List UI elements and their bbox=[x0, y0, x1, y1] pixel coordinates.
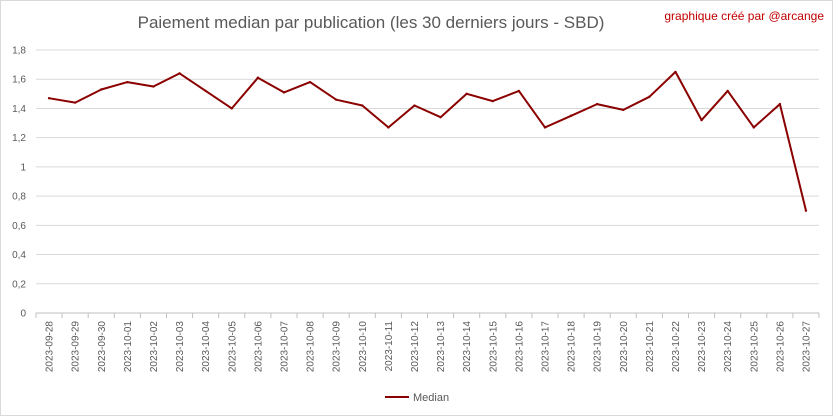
data-point bbox=[361, 104, 364, 107]
data-point bbox=[126, 80, 129, 84]
y-tick-label: 0,6 bbox=[12, 221, 26, 232]
y-tick-label: 1,8 bbox=[12, 46, 26, 57]
x-tick-label: 2023-10-27 bbox=[801, 321, 812, 373]
x-tick-label: 2023-10-09 bbox=[332, 321, 343, 373]
y-tick-label: 0,4 bbox=[12, 250, 26, 261]
x-tick-label: 2023-10-19 bbox=[593, 321, 604, 373]
data-point bbox=[465, 92, 468, 96]
data-point bbox=[308, 80, 312, 84]
x-tick-label: 2023-10-18 bbox=[567, 321, 578, 373]
data-point bbox=[595, 102, 599, 106]
data-point bbox=[230, 107, 233, 110]
x-tick-label: 2023-10-26 bbox=[775, 321, 786, 373]
y-tick-label: 1,2 bbox=[12, 133, 26, 144]
x-tick-label: 2023-10-13 bbox=[436, 321, 447, 373]
data-point bbox=[517, 89, 521, 93]
x-tick-label: 2023-10-22 bbox=[671, 321, 682, 373]
data-point bbox=[100, 88, 103, 91]
legend-label: Median bbox=[413, 392, 449, 404]
y-tick-label: 0,8 bbox=[12, 192, 26, 203]
series-line-median bbox=[48, 70, 807, 211]
data-point bbox=[439, 116, 442, 119]
y-tick-label: 1,4 bbox=[12, 104, 26, 115]
x-tick-label: 2023-10-03 bbox=[175, 321, 186, 373]
x-tick-label: 2023-10-12 bbox=[410, 321, 421, 373]
data-point bbox=[674, 70, 677, 74]
x-tick-label: 2023-09-29 bbox=[71, 321, 82, 373]
x-tick-label: 2023-10-21 bbox=[645, 321, 656, 373]
data-point bbox=[543, 126, 547, 129]
y-tick-label: 1 bbox=[20, 162, 26, 173]
data-point bbox=[622, 108, 625, 112]
x-tick-label: 2023-10-24 bbox=[723, 321, 734, 373]
x-tick-label: 2023-10-06 bbox=[253, 321, 264, 373]
data-point bbox=[569, 114, 573, 117]
data-point bbox=[204, 89, 207, 93]
x-tick-label: 2023-10-16 bbox=[514, 321, 525, 373]
data-point bbox=[334, 98, 338, 101]
x-tick-label: 2023-09-30 bbox=[97, 321, 108, 373]
y-tick-label: 0,2 bbox=[12, 279, 26, 290]
data-point bbox=[282, 91, 286, 94]
data-point bbox=[752, 126, 755, 129]
x-tick-label: 2023-10-25 bbox=[749, 321, 760, 373]
y-tick-label: 0 bbox=[20, 309, 26, 320]
x-tick-label: 2023-10-17 bbox=[540, 321, 551, 373]
x-tick-label: 2023-10-08 bbox=[306, 321, 317, 373]
x-tick-label: 2023-10-04 bbox=[201, 321, 212, 373]
x-tick-label: 2023-10-23 bbox=[697, 321, 708, 373]
x-tick-label: 2023-10-20 bbox=[619, 321, 630, 373]
data-point bbox=[73, 101, 77, 104]
data-point bbox=[491, 99, 494, 103]
data-point bbox=[700, 118, 703, 122]
data-point bbox=[256, 76, 260, 79]
x-tick-label: 2023-10-02 bbox=[149, 321, 160, 373]
chart-title: Paiement median par publication (les 30 … bbox=[137, 13, 605, 32]
data-point bbox=[152, 85, 155, 88]
data-point bbox=[178, 72, 181, 75]
data-point bbox=[804, 209, 808, 212]
x-tick-label: 2023-09-28 bbox=[45, 321, 56, 373]
x-tick-label: 2023-10-15 bbox=[488, 321, 499, 373]
x-tick-label: 2023-10-14 bbox=[462, 321, 473, 373]
data-point bbox=[413, 104, 416, 107]
data-point bbox=[387, 126, 390, 129]
data-point bbox=[726, 89, 729, 93]
x-tick-label: 2023-10-11 bbox=[384, 321, 395, 372]
data-point bbox=[47, 97, 51, 100]
y-tick-label: 1,6 bbox=[12, 75, 26, 86]
x-tick-label: 2023-10-10 bbox=[358, 321, 369, 373]
data-point bbox=[778, 102, 782, 106]
x-tick-label: 2023-10-01 bbox=[123, 321, 134, 373]
data-point bbox=[648, 95, 651, 98]
chart-credit: graphique créé par @arcange bbox=[664, 9, 824, 23]
x-tick-label: 2023-10-07 bbox=[279, 321, 290, 373]
x-tick-label: 2023-10-05 bbox=[227, 321, 238, 373]
